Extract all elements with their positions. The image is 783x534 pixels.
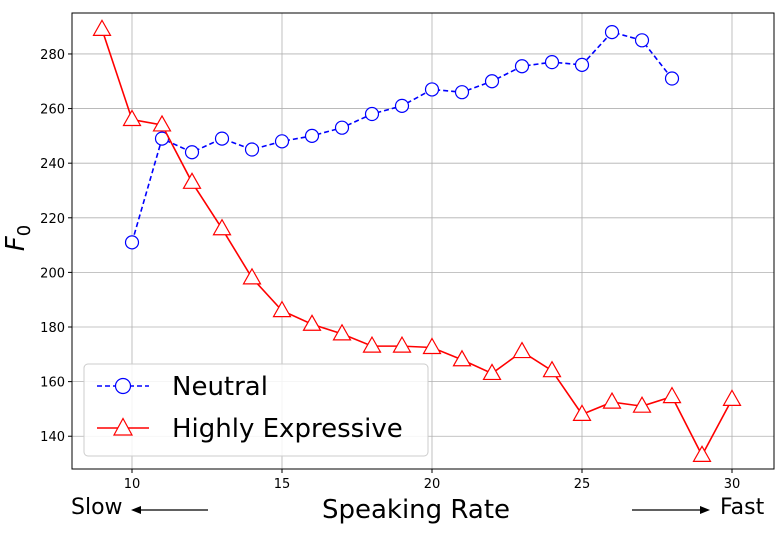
data-point-highly-expressive [482,363,502,381]
y-axis-title-subscript: 0 [14,225,35,236]
data-point-highly-expressive [512,341,532,359]
series-line-highly-expressive [101,29,733,458]
plot-frame [71,12,775,470]
legend-item-neutral: Neutral [97,372,268,402]
data-point-highly-expressive [302,314,322,331]
y-tick-label: 200 [40,266,65,281]
series-highly-expressive [92,19,742,462]
y-tick-label: 220 [40,212,65,227]
data-point-highly-expressive [272,300,292,318]
data-point-highly-expressive [332,323,352,341]
y-tick-label: 260 [40,103,65,118]
series-neutral [124,25,680,250]
y-tick-label: 240 [40,157,65,172]
legend-label-highly-expressive: Highly Expressive [172,414,403,444]
x-tick-label: 20 [424,477,441,492]
x-tick-label: 10 [124,477,141,492]
data-point-neutral [124,235,140,250]
series-layer [92,19,742,462]
y-tick-label: 160 [40,376,65,391]
legend: Neutral Highly Expressive [83,363,429,457]
data-point-neutral [544,55,560,70]
data-point-neutral [484,74,500,89]
data-point-neutral [574,57,590,72]
data-point-highly-expressive [722,389,742,406]
data-point-neutral [514,59,530,74]
data-point-highly-expressive [182,172,202,189]
data-point-highly-expressive [362,335,382,353]
legend-circle-marker [114,377,132,395]
data-point-neutral [334,120,350,135]
slow-arrow [131,506,208,514]
data-point-neutral [304,128,320,143]
data-point-neutral [184,145,200,160]
data-point-neutral [274,134,290,149]
data-point-neutral [394,98,410,113]
data-point-neutral [664,71,680,86]
data-point-highly-expressive [452,349,472,367]
fast-label: Fast [720,495,765,520]
data-point-highly-expressive [212,218,232,236]
slow-label: Slow [71,495,123,520]
data-point-highly-expressive [632,395,652,413]
x-tick-label: 15 [274,477,291,492]
data-point-highly-expressive [392,335,412,353]
fast-arrow [632,506,710,514]
data-point-highly-expressive [152,114,172,132]
legend-item-highly-expressive: Highly Expressive [97,414,403,444]
data-point-highly-expressive [602,391,622,409]
x-tick-label: 25 [574,477,591,492]
data-point-highly-expressive [422,337,442,355]
data-point-highly-expressive [572,404,592,421]
y-axis-title-main: F [1,235,31,251]
legend-label-neutral: Neutral [172,372,268,402]
legend-triangle-marker [112,417,134,436]
data-point-highly-expressive [242,267,262,285]
x-tick-label: 30 [724,477,741,492]
data-point-neutral [244,142,260,157]
data-point-highly-expressive [92,19,112,36]
data-point-neutral [424,82,440,97]
y-axis-title: F0 [1,225,35,251]
data-point-neutral [454,85,470,100]
data-point-neutral [214,131,230,146]
legend-box [83,363,429,457]
data-point-neutral [364,106,380,122]
data-point-highly-expressive [122,109,142,127]
x-axis-title: Speaking Rate [322,495,510,525]
data-point-highly-expressive [542,360,562,378]
y-tick-label: 280 [40,48,65,63]
axis-ticks: 10 15 20 25 30 140 160 180 200 220 240 260 280 [40,48,740,492]
data-point-neutral [634,33,650,48]
data-point-highly-expressive [692,445,712,462]
y-tick-label: 180 [40,321,65,336]
y-tick-label: 140 [40,430,65,445]
data-point-neutral [604,25,620,40]
series-line-neutral [131,31,673,243]
data-point-highly-expressive [662,386,682,404]
